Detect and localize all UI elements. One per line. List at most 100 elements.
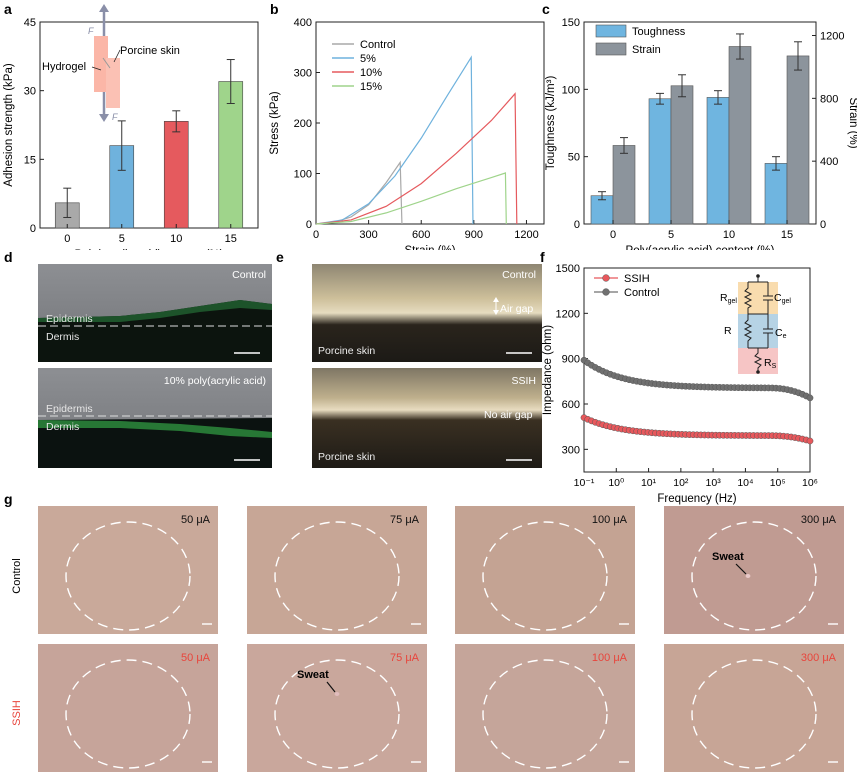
y-tick-label: 15 (24, 154, 36, 166)
porcine-skin-label-bottom: Porcine skin (318, 451, 375, 463)
toughness-strain-plot: 0 50 100 150 0 400 800 1200 0 5 10 15 Toughness Strai… (545, 17, 857, 250)
sweat-label-control: Sweat (712, 551, 744, 563)
circuit-rgel-label: Rgel (720, 292, 737, 305)
electrode-outline (274, 659, 400, 769)
plot-frame (583, 267, 811, 473)
x-tick-label: 300 (359, 229, 377, 241)
x-tick-label: 10¹ (641, 477, 657, 489)
x-tick-label: 5 (119, 233, 125, 245)
ssih-label-e: SSIH (511, 375, 536, 387)
x-tick-label: 10 (170, 233, 182, 245)
force-label-bottom: F (112, 112, 118, 122)
row-label-control: Control (11, 558, 23, 593)
circuit-rs-label: RS (764, 357, 777, 370)
bar-strain-15 (786, 55, 810, 225)
electrode-outline (65, 521, 191, 631)
legend-label: SSIH (624, 273, 650, 285)
bar-toughness-5 (648, 98, 672, 225)
y-tick-label: 300 (294, 68, 312, 80)
panel-letter-d: d (4, 249, 13, 265)
y-tick-label: 0 (574, 219, 580, 231)
inset-porcine-label: Porcine skin (120, 45, 180, 57)
dermis-label-top: Dermis (46, 331, 79, 343)
current-label: 75 μA (390, 652, 420, 664)
electrode-outline (482, 659, 608, 769)
current-label: 300 μA (801, 652, 837, 664)
panel-g-images: g Control SSIH 50 μA 75 μA 100 μA 300 μA50 … (4, 491, 844, 772)
y-right-tick-label: 0 (820, 219, 826, 231)
legend-marker (602, 288, 610, 296)
y-axis-label: Impedance (ohm) (542, 325, 554, 415)
optical-image-control: Control Air gap Porcine skin (312, 264, 542, 362)
equivalent-circuit-inset: Rgel Cgel R Ce RS (720, 274, 791, 374)
y-tick-label: 45 (24, 17, 36, 29)
x-tick-label: 10 (723, 229, 735, 241)
no-air-gap-label: No air gap (484, 409, 533, 421)
y-right-tick-label: 1200 (820, 31, 844, 43)
bar-strain-0 (612, 145, 636, 225)
force-label-top: F (88, 26, 94, 36)
x-tick-label: 15 (781, 229, 793, 241)
data-point-ssih (806, 437, 814, 445)
series-line-15pct (315, 172, 507, 225)
x-tick-label: 0 (313, 229, 319, 241)
y-tick-label: 30 (24, 86, 36, 98)
legend-marker (602, 274, 610, 282)
y-axis-label: Toughness (kJ/m³) (545, 76, 557, 171)
air-gap-label: Air gap (500, 303, 533, 315)
series-line-5pct (315, 55, 474, 225)
x-axis-label: Frequency (Hz) (657, 493, 736, 505)
y-tick-label: 0 (306, 219, 312, 231)
legend-label: Strain (632, 44, 661, 56)
x-tick-label: 0 (610, 229, 616, 241)
y-right-axis-label: Strain (%) (847, 97, 857, 148)
adhesion-chart-plot: 0 15 30 45 0 5 10 15 Poly(acrylic acid) content … (3, 17, 259, 250)
skin-photo-control-2 (455, 506, 635, 634)
optical-image-ssih: SSIH No air gap Porcine skin (312, 368, 542, 468)
x-tick-label: 1200 (514, 229, 538, 241)
circuit-r-label: R (724, 325, 732, 337)
epidermis-label-bottom: Epidermis (46, 403, 93, 415)
y-tick-label: 0 (30, 223, 36, 235)
sweat-label-ssih: Sweat (297, 669, 329, 681)
dermis-label-bottom: Dermis (46, 421, 79, 433)
legend-swatch (595, 24, 627, 38)
legend-label: 5% (360, 53, 376, 65)
x-axis-label: Poly(acrylic acid) content (%) (75, 249, 224, 250)
legend-label: 10% (360, 67, 382, 79)
paa-label-d: 10% poly(acrylic acid) (164, 375, 266, 387)
bar-10 (163, 121, 189, 229)
electrode-outline (65, 659, 191, 769)
y-tick-label: 1500 (556, 263, 580, 275)
x-tick-label: 10³ (706, 477, 722, 489)
bar-toughness-10 (706, 97, 730, 225)
current-label: 75 μA (390, 514, 420, 526)
row-label-ssih: SSIH (11, 700, 23, 726)
skin-photo-control-0 (38, 506, 218, 634)
panel-letter-g: g (4, 491, 13, 507)
skin-photo-control-1 (247, 506, 427, 634)
panel-e-images: e Control Air gap Porcine skin SSIH No a… (276, 249, 542, 468)
adhesion-test-inset: F F Porcine skin Hydrogel (42, 4, 180, 122)
electrode-outline (482, 521, 608, 631)
skin-photo-ssih-1 (247, 644, 427, 772)
sweat-arrow (326, 681, 336, 693)
data-point-control (806, 394, 814, 402)
legend-label: 15% (360, 81, 382, 93)
y-tick-label: 600 (562, 399, 580, 411)
bar-strain-10 (728, 46, 752, 225)
y-tick-label: 50 (568, 152, 580, 164)
plot-frame (39, 21, 259, 229)
legend-swatch (595, 42, 627, 56)
sweat-droplet (334, 692, 340, 696)
current-label: 100 μA (592, 514, 628, 526)
panel-letter-a: a (4, 1, 12, 17)
panel-f-chart: f 300 600 900 1200 1500 10⁻¹ 10⁰ 10¹ 10² 10³ 10⁴ 10… (540, 249, 818, 505)
bar-toughness-15 (764, 163, 788, 225)
panel-b-chart: b 0 100 200 300 400 0 300 600 900 1200 Control 5% 10… (269, 1, 545, 250)
y-tick-label: 400 (294, 17, 312, 29)
control-label-d: Control (232, 269, 266, 281)
plot-frame (583, 21, 817, 225)
x-tick-label: 10⁴ (737, 477, 753, 489)
panel-d-images: d Control Epidermis Dermis 10% poly(acry… (4, 249, 272, 468)
